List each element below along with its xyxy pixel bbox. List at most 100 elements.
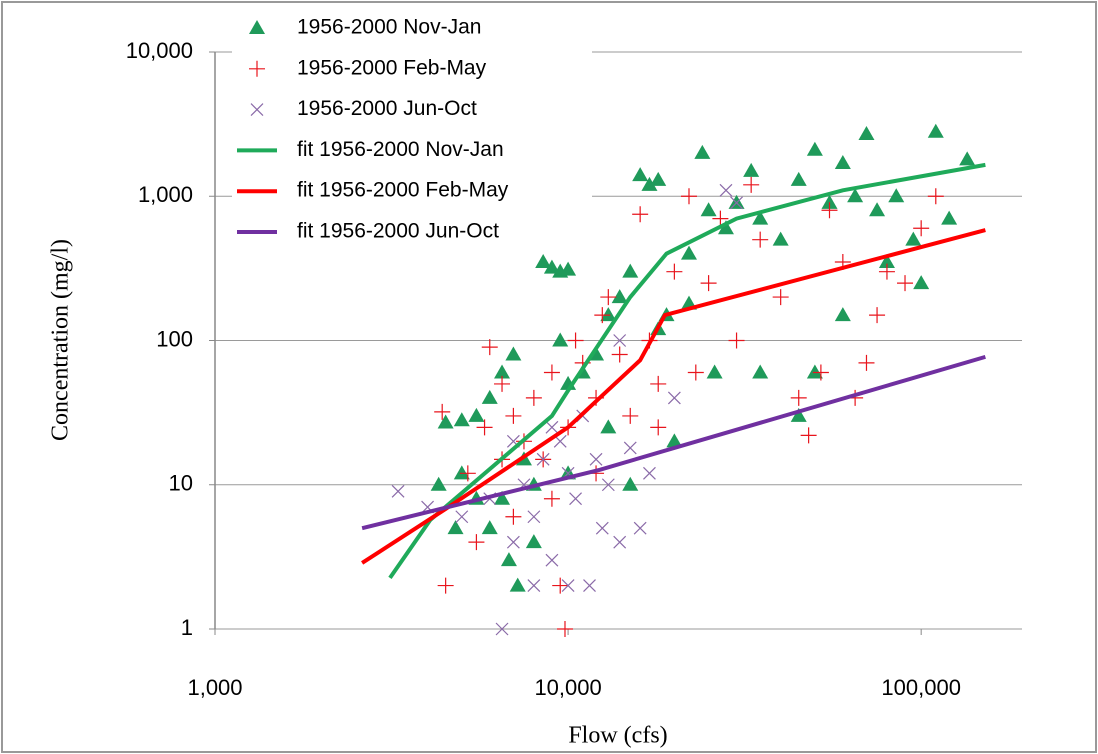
triangle-marker (468, 407, 485, 422)
triangle-marker (959, 151, 976, 166)
triangle-marker (728, 194, 745, 209)
x-marker (719, 183, 733, 197)
legend-label: fit 1956-2000 Jun-Oct (297, 220, 499, 243)
x-marker (601, 478, 615, 492)
x-marker (506, 535, 520, 549)
plus-marker (712, 210, 729, 227)
triangle-marker (494, 364, 511, 379)
plus-marker (505, 407, 522, 424)
plus-marker (812, 364, 829, 381)
x-marker (545, 420, 559, 434)
x-marker (667, 391, 681, 405)
triangle-marker (821, 194, 838, 209)
x-marker (527, 579, 541, 593)
plot-area (361, 123, 986, 637)
triangle-marker (878, 254, 895, 269)
plus-marker (700, 275, 717, 292)
triangle-marker (632, 167, 649, 182)
y-tick-label: 10,000 (126, 38, 193, 63)
x-marker (536, 452, 550, 466)
triangle-marker (500, 552, 517, 567)
triangle-marker (706, 364, 723, 379)
plus-marker (567, 332, 584, 349)
triangle-marker (752, 210, 769, 225)
triangle-marker (869, 202, 886, 217)
triangle-marker (694, 144, 711, 159)
x-tick-label: 100,000 (881, 675, 961, 700)
triangle-marker (622, 263, 639, 278)
plus-marker (869, 307, 886, 324)
plus-marker (772, 289, 789, 306)
triangle-marker (509, 577, 526, 592)
triangle-marker (600, 419, 617, 434)
plus-marker (680, 188, 697, 205)
plus-marker (468, 534, 485, 551)
x-marker (613, 334, 627, 347)
triangle-marker (858, 126, 875, 141)
triangle-marker (927, 123, 944, 138)
x-marker (455, 510, 469, 524)
triangle-marker (700, 202, 717, 217)
triangle-marker (552, 332, 569, 347)
legend: 1956-2000 Nov-Jan 1956-2000 Feb-May 1956-2… (232, 8, 592, 252)
triangle-marker (600, 307, 617, 322)
y-tick-label: 100 (156, 326, 193, 351)
plus-marker (249, 60, 265, 77)
x-marker (589, 452, 603, 466)
triangle-marker (666, 433, 683, 448)
plus-marker (543, 490, 560, 507)
plus-marker (459, 465, 476, 482)
triangle-marker (650, 171, 667, 186)
x-marker (595, 521, 609, 535)
plus-marker (622, 407, 639, 424)
plus-marker (743, 176, 760, 193)
plus-marker (878, 263, 895, 280)
x-marker (643, 466, 656, 480)
triangle-marker (430, 476, 447, 491)
x-marker (391, 484, 405, 498)
grid: 1 10 100 1,000 10,000 1,000 10,000 100,000 (126, 38, 1022, 700)
fit-line (361, 228, 986, 565)
plus-marker (650, 419, 667, 436)
triangle-marker (535, 254, 552, 269)
plus-marker (790, 389, 807, 406)
plus-marker (481, 339, 498, 356)
plus-marker (543, 364, 560, 381)
x-marker (730, 196, 743, 210)
triangle-marker (680, 245, 697, 260)
y-tick-label: 1,000 (138, 182, 193, 207)
triangle-marker (437, 414, 454, 429)
triangle-marker (494, 490, 511, 505)
legend-label: fit 1956-2000 Feb-May (297, 179, 509, 202)
triangle-marker (888, 188, 905, 203)
triangle-marker (941, 210, 958, 225)
plus-marker (632, 206, 649, 223)
plus-marker (594, 307, 611, 324)
plus-marker (505, 508, 522, 525)
triangle-marker (806, 364, 823, 379)
triangle-marker (772, 231, 789, 246)
plus-marker (525, 389, 542, 406)
plus-marker (821, 202, 838, 219)
fit-line (388, 162, 986, 580)
triangle-marker (560, 261, 577, 276)
triangle-marker (543, 259, 560, 274)
triangle-marker (622, 476, 639, 491)
triangle-marker (847, 188, 864, 203)
x-marker (527, 510, 541, 524)
triangle-marker (525, 534, 542, 549)
plus-marker (927, 188, 944, 205)
triangle-marker (611, 289, 628, 304)
plus-marker (476, 419, 493, 436)
y-tick-label: 1 (181, 615, 193, 640)
legend-label: fit 1956-2000 Nov-Jan (297, 138, 504, 161)
triangle-marker (834, 155, 851, 170)
triangle-marker (834, 307, 851, 322)
legend-background (232, 8, 592, 252)
x-tick-label: 1,000 (187, 675, 242, 700)
triangle-marker (717, 220, 734, 235)
plus-marker (687, 364, 704, 381)
triangle-marker (790, 407, 807, 422)
plus-marker (897, 275, 914, 292)
plus-marker (552, 577, 569, 594)
